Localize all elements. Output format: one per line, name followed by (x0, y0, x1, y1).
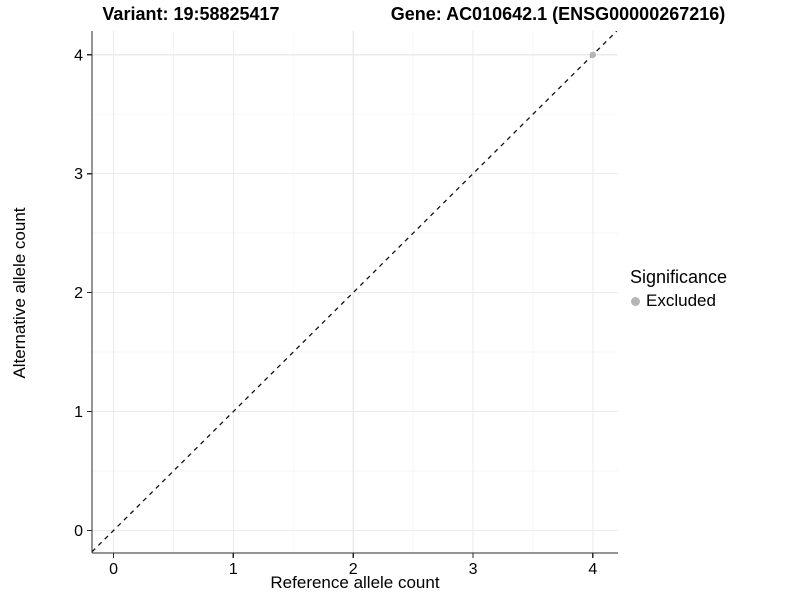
x-axis-ticks (112, 553, 594, 558)
y-axis-tick-labels: 0 1 2 3 4 (74, 47, 83, 540)
chart-title-variant: Variant: 19:58825417 (102, 4, 280, 24)
svg-text:1: 1 (229, 561, 238, 578)
data-points (589, 51, 597, 58)
identity-reference-line (92, 31, 618, 553)
grid-major (92, 31, 618, 553)
y-axis-title: Alternative allele count (10, 207, 29, 379)
svg-text:4: 4 (74, 47, 83, 64)
y-axis-ticks (87, 54, 92, 532)
svg-text:2: 2 (74, 285, 83, 302)
data-point (589, 51, 597, 58)
grid-minor (92, 31, 618, 553)
svg-text:1: 1 (74, 404, 83, 421)
svg-text:2: 2 (349, 561, 358, 578)
svg-text:4: 4 (588, 561, 597, 578)
x-axis-title: Reference allele count (270, 573, 440, 592)
axis-lines (91, 31, 618, 554)
legend-title: Significance (630, 267, 728, 287)
chart-title-gene: Gene: AC010642.1 (ENSG00000267216) (390, 4, 726, 24)
svg-text:3: 3 (469, 561, 478, 578)
legend-entry-excluded: Excluded (630, 291, 727, 311)
legend: Significance Excluded (630, 267, 727, 311)
svg-text:0: 0 (109, 561, 118, 578)
excluded-point-icon (631, 296, 640, 306)
x-axis-tick-labels: 0 1 2 3 4 (109, 561, 597, 578)
legend-entry-label: Excluded (646, 291, 716, 310)
svg-text:0: 0 (74, 523, 83, 540)
svg-text:3: 3 (74, 166, 83, 183)
